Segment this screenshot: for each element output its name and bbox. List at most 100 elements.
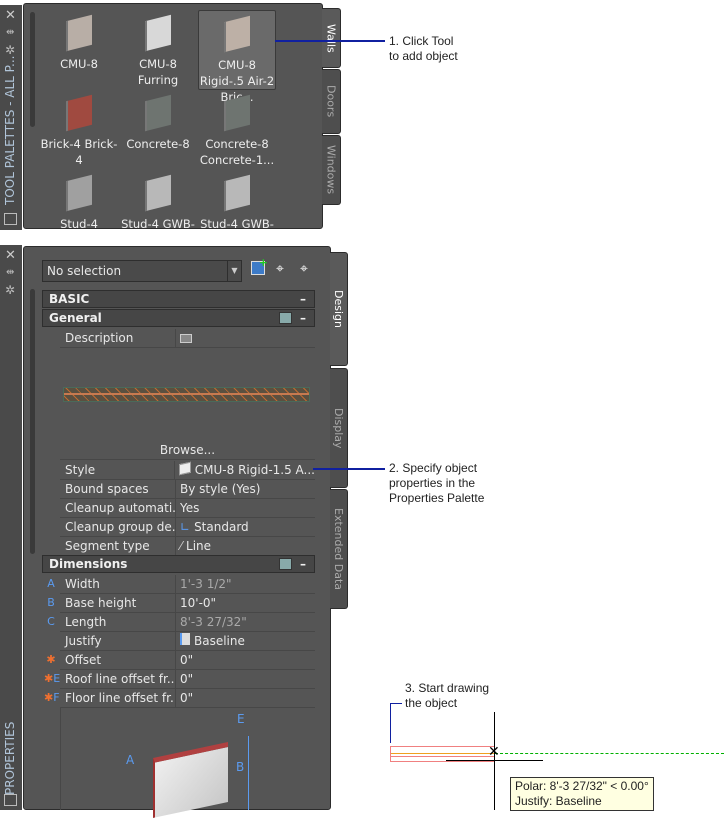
tool-item[interactable]: Stud-4 GWB- — [198, 170, 276, 250]
property-label: Offset — [60, 651, 176, 669]
tool-label: Concrete-8 — [126, 137, 190, 151]
properties-titlebar[interactable]: ✕ ⇹ ✲ PROPERTIES — [0, 245, 22, 810]
snap-marker-icon: ✕ — [488, 744, 500, 760]
wall-style-icon — [178, 461, 191, 479]
add-to-selection-icon[interactable]: + — [251, 256, 268, 275]
palette-menu-icon[interactable] — [4, 213, 17, 225]
wall-3d-image — [153, 742, 228, 818]
close-icon[interactable]: ✕ — [5, 8, 16, 23]
selection-value: No selection — [47, 264, 122, 278]
properties-title: PROPERTIES — [3, 721, 17, 795]
property-row[interactable]: Bound spaces By style (Yes) — [60, 480, 315, 499]
property-row[interactable]: Cleanup automati... Yes — [60, 499, 315, 518]
tool-item[interactable]: Concrete-8 Concrete-1... — [198, 90, 276, 170]
property-value[interactable]: By style (Yes) — [180, 482, 261, 496]
dimension-key-icon: A — [47, 577, 55, 590]
properties-gear-icon[interactable]: ✲ — [5, 283, 16, 297]
tool-item[interactable]: Brick-4 Brick-4 — [40, 90, 118, 170]
property-value[interactable]: 0" — [180, 691, 194, 705]
annotation-step-3: 3. Start drawing the object — [405, 681, 490, 710]
material-icon[interactable] — [279, 558, 292, 570]
tool-item[interactable]: Stud-4 — [40, 170, 118, 250]
tab-design[interactable]: Design — [330, 252, 348, 366]
tool-label: Concrete-8 Concrete-1... — [199, 137, 275, 167]
property-value[interactable]: 1'-3 1/2" — [180, 577, 232, 591]
quick-select-icon[interactable]: ⌖ — [300, 261, 308, 277]
property-label: Cleanup group de... — [60, 518, 176, 536]
tool-item[interactable]: Stud-4 GWB- — [119, 170, 197, 250]
tool-palette-title: TOOL PALETTES - ALL P... — [3, 55, 17, 205]
tool-label: Brick-4 Brick-4 — [40, 137, 118, 167]
wall-tool-icon — [145, 94, 171, 132]
wall-tool-icon — [145, 174, 171, 212]
property-row[interactable]: Length 8'-3 27/32" — [60, 613, 315, 632]
property-value[interactable]: 0" — [180, 672, 194, 686]
pick-objects-icon[interactable]: ⌖ — [276, 261, 284, 277]
tool-item[interactable]: Concrete-8 — [119, 90, 197, 170]
callout-line-1 — [275, 40, 385, 42]
wall-tool-icon — [224, 15, 250, 53]
section-general[interactable]: General – — [42, 309, 315, 327]
scrollbar[interactable] — [30, 12, 35, 127]
properties-panel — [23, 246, 331, 810]
browse-link[interactable]: Browse... — [159, 443, 216, 457]
section-basic[interactable]: BASIC – — [42, 290, 315, 308]
property-value[interactable]: 8'-3 27/32" — [180, 615, 247, 629]
tool-palette-titlebar[interactable]: ✕ ⇹ ✲ TOOL PALETTES - ALL P... — [0, 5, 22, 230]
property-label: Segment type — [60, 537, 176, 555]
dim-label-a: A — [126, 753, 135, 767]
collapse-icon: – — [300, 292, 306, 306]
wall-tool-icon — [224, 174, 250, 212]
material-icon[interactable] — [279, 312, 292, 324]
autohide-icon[interactable]: ⇹ — [6, 27, 15, 38]
property-value[interactable]: Line — [186, 539, 212, 553]
property-row[interactable]: Width 1'-3 1/2" — [60, 575, 315, 594]
tab-extended-data[interactable]: Extended Data — [330, 489, 348, 609]
tool-item[interactable]: CMU-8 Furring — [119, 10, 197, 90]
tool-label: CMU-8 Furring — [137, 57, 179, 87]
property-row-description[interactable]: Description — [60, 329, 315, 348]
close-icon[interactable]: ✕ — [5, 248, 16, 263]
properties-gear-icon[interactable]: ✲ — [5, 43, 16, 57]
autohide-icon[interactable]: ⇹ — [6, 267, 15, 278]
property-row[interactable]: Roof line offset fr... 0" — [60, 670, 315, 689]
tool-item[interactable]: CMU-8 Rigid-.5 Air-2 Bric... — [198, 10, 276, 104]
property-row[interactable]: Floor line offset fr... 0" — [60, 689, 315, 708]
property-row[interactable]: Style CMU-8 Rigid-1.5 A... — [60, 461, 315, 480]
dimension-key-icon: ✱F — [44, 691, 60, 704]
tool-item[interactable]: CMU-8 — [40, 10, 118, 90]
section-dimensions[interactable]: Dimensions – — [42, 555, 315, 573]
property-label: Style — [60, 461, 175, 479]
tab-doors[interactable]: Doors — [322, 69, 341, 134]
polar-tracking-line — [495, 753, 724, 754]
palette-menu-icon[interactable] — [4, 794, 17, 806]
property-label: Width — [60, 575, 176, 593]
property-row[interactable]: Segment type ⁄ Line — [60, 537, 315, 556]
property-value[interactable]: Baseline — [194, 634, 245, 648]
property-value[interactable]: CMU-8 Rigid-1.5 A... — [194, 463, 315, 477]
property-value[interactable]: 0" — [180, 653, 194, 667]
callout-line-3 — [390, 703, 402, 743]
property-row[interactable]: Justify Baseline — [60, 632, 315, 651]
property-value[interactable]: Yes — [180, 501, 200, 515]
description-editor-icon[interactable] — [180, 333, 192, 343]
tab-walls[interactable]: Walls — [322, 8, 341, 68]
tab-windows[interactable]: Windows — [322, 135, 341, 205]
justify-icon — [180, 632, 190, 650]
property-row[interactable]: Cleanup group de... ∟ Standard — [60, 518, 315, 537]
property-value[interactable]: Standard — [194, 520, 249, 534]
property-label: Floor line offset fr... — [60, 689, 176, 707]
style-preview[interactable]: Browse... — [60, 348, 315, 460]
property-row[interactable]: Offset 0" — [60, 651, 315, 670]
property-label: Roof line offset fr... — [60, 670, 176, 688]
annotation-step-2: 2. Specify object properties in the Proper… — [389, 461, 485, 505]
wall-tool-icon — [66, 14, 92, 52]
wall-tool-icon — [145, 14, 171, 52]
wall-dimension-diagram: A B E — [60, 708, 315, 818]
property-label: Length — [60, 613, 176, 631]
property-value[interactable]: 10'-0" — [180, 596, 217, 610]
property-row[interactable]: Base height 10'-0" — [60, 594, 315, 613]
selection-dropdown[interactable]: No selection ▼ — [42, 260, 242, 282]
tab-display[interactable]: Display — [330, 368, 348, 488]
scrollbar[interactable] — [30, 289, 35, 554]
